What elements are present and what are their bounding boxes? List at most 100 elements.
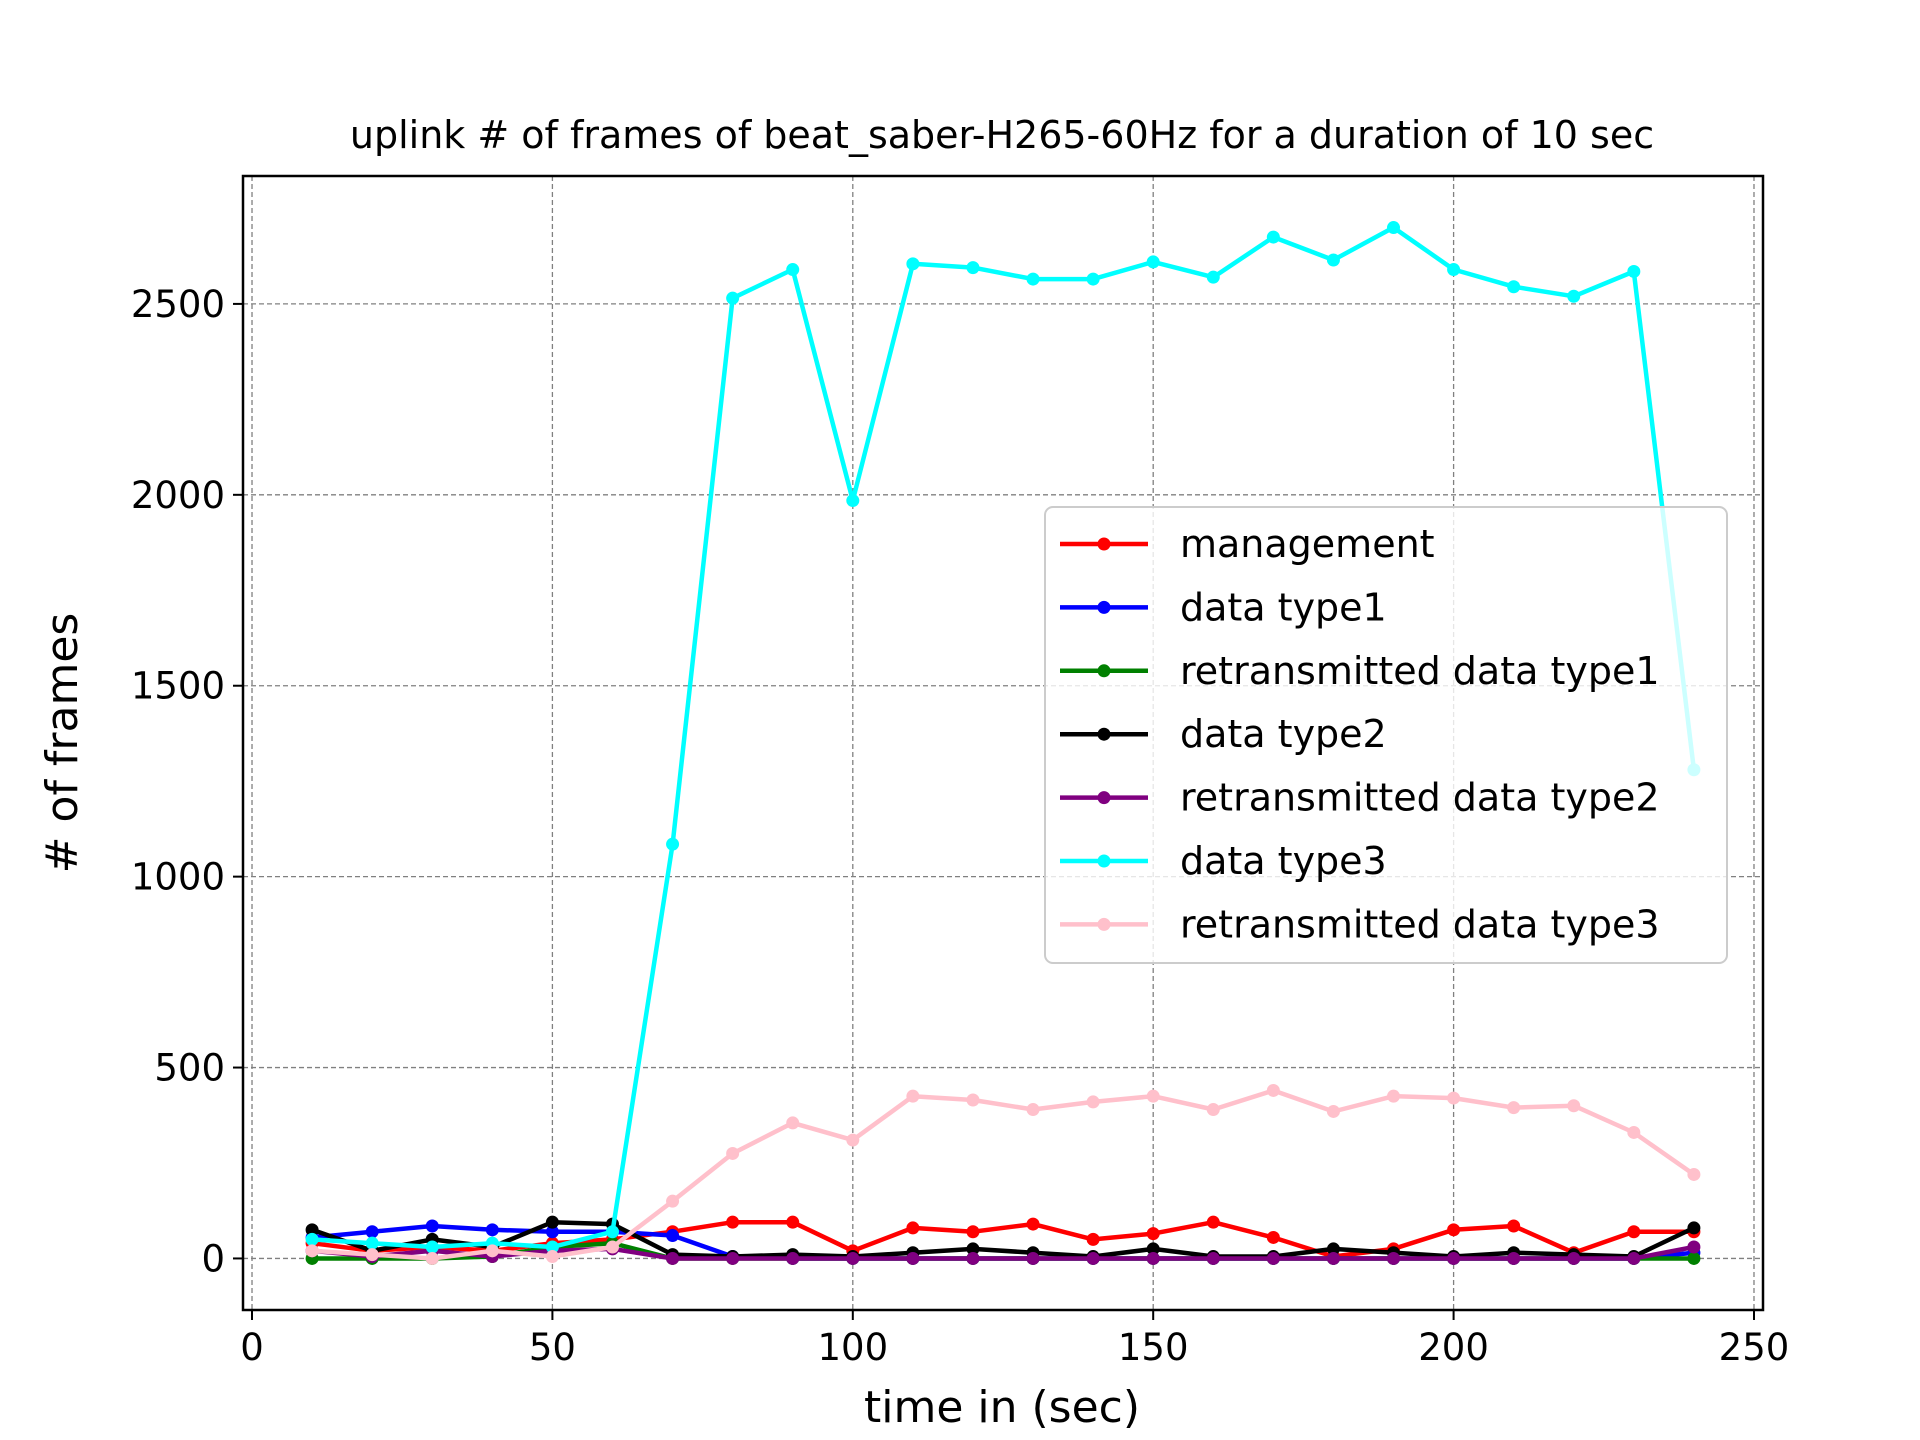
legend-entry: data type3 xyxy=(1060,839,1387,883)
legend-marker xyxy=(1097,537,1111,551)
data-point xyxy=(1567,289,1581,303)
data-point xyxy=(1026,1103,1040,1117)
data-point xyxy=(1447,263,1461,277)
data-point xyxy=(966,261,980,275)
data-point xyxy=(726,291,740,305)
legend-marker xyxy=(1097,600,1111,614)
data-point xyxy=(1086,1095,1100,1109)
data-point xyxy=(1146,1089,1160,1103)
legend-entry: management xyxy=(1060,522,1435,566)
legend-entry: data type1 xyxy=(1060,585,1387,629)
data-point xyxy=(1146,1251,1160,1265)
legend-label: data type2 xyxy=(1180,712,1387,756)
legend-items: management data type1 retransmitted data t… xyxy=(1060,522,1660,946)
data-point xyxy=(545,1225,559,1239)
legend-marker xyxy=(1097,664,1111,678)
data-point xyxy=(666,1229,680,1243)
series-line xyxy=(311,225,1697,1250)
data-point xyxy=(846,1133,860,1147)
data-point xyxy=(1507,1101,1521,1115)
data-point xyxy=(1387,221,1401,235)
data-point xyxy=(305,1244,319,1258)
y-tick-label: 0 xyxy=(201,1237,225,1280)
x-tick-label: 150 xyxy=(1118,1326,1189,1369)
data-point xyxy=(1447,1223,1461,1237)
data-point xyxy=(1026,1217,1040,1231)
y-tick-label: 2500 xyxy=(131,283,225,326)
x-tick-label: 200 xyxy=(1418,1326,1489,1369)
data-point xyxy=(1266,230,1280,244)
data-point xyxy=(726,1146,740,1160)
legend-label: retransmitted data type1 xyxy=(1180,649,1660,693)
data-point xyxy=(1146,255,1160,269)
data-point xyxy=(786,1215,800,1229)
legend: management data type1 retransmitted data t… xyxy=(1044,506,1728,964)
legend-marker xyxy=(1097,917,1111,931)
x-tick-label: 50 xyxy=(529,1326,576,1369)
data-point xyxy=(545,1240,559,1254)
data-point xyxy=(1326,1104,1340,1118)
x-axis-ticks: 0 50 100 150 200 250 xyxy=(240,1310,1789,1369)
legend-label: data type3 xyxy=(1180,839,1387,883)
data-point xyxy=(545,1250,559,1264)
x-tick-label: 0 xyxy=(240,1326,264,1369)
data-point xyxy=(485,1244,499,1258)
legend-marker xyxy=(1097,791,1111,805)
legend-entry: data type2 xyxy=(1060,712,1387,756)
series-data-type3 xyxy=(305,221,1701,1254)
data-point xyxy=(906,1221,920,1235)
data-point xyxy=(1447,1091,1461,1105)
data-point xyxy=(1326,253,1340,267)
data-point xyxy=(1447,1251,1461,1265)
data-point xyxy=(1627,1125,1641,1139)
data-point xyxy=(1086,1251,1100,1265)
data-point xyxy=(1206,270,1220,284)
x-axis-title: time in (sec) xyxy=(864,1382,1140,1433)
data-point xyxy=(1326,1242,1340,1256)
legend-entry: retransmitted data type1 xyxy=(1060,649,1660,693)
data-point xyxy=(846,494,860,508)
data-point xyxy=(305,1223,319,1237)
data-point xyxy=(1567,1251,1581,1265)
legend-marker xyxy=(1097,854,1111,868)
data-point xyxy=(966,1225,980,1239)
data-point xyxy=(1146,1227,1160,1241)
data-point xyxy=(425,1219,439,1233)
legend-label: retransmitted data type2 xyxy=(1180,776,1660,820)
data-point xyxy=(1387,1251,1401,1265)
data-point xyxy=(1687,1167,1701,1181)
legend-label: management xyxy=(1180,522,1435,566)
data-point xyxy=(1627,1251,1641,1265)
data-point xyxy=(1266,1083,1280,1097)
data-point xyxy=(365,1236,379,1250)
data-point xyxy=(786,263,800,277)
x-tick-label: 100 xyxy=(817,1326,888,1369)
data-point xyxy=(666,1251,680,1265)
y-tick-label: 1500 xyxy=(131,665,225,708)
legend-entry: retransmitted data type3 xyxy=(1060,902,1660,946)
series-retransmitted-data-type3 xyxy=(305,1083,1701,1265)
data-point xyxy=(966,1251,980,1265)
y-tick-label: 1000 xyxy=(131,856,225,899)
data-point xyxy=(545,1215,559,1229)
data-point xyxy=(906,257,920,271)
y-tick-label: 500 xyxy=(154,1047,225,1090)
data-point xyxy=(365,1248,379,1262)
data-point xyxy=(1206,1215,1220,1229)
legend-entry: retransmitted data type2 xyxy=(1060,776,1660,820)
data-point xyxy=(966,1242,980,1256)
data-point xyxy=(1627,264,1641,278)
data-point xyxy=(786,1251,800,1265)
series-line xyxy=(311,1219,1695,1259)
chart-title: uplink # of frames of beat_saber-H265-60… xyxy=(350,113,1654,157)
data-point xyxy=(485,1223,499,1237)
data-point xyxy=(1687,1221,1701,1235)
legend-label: data type1 xyxy=(1180,585,1387,629)
y-axis-title: # of frames xyxy=(37,613,88,874)
data-point xyxy=(1507,1251,1521,1265)
data-point xyxy=(1026,1251,1040,1265)
data-point xyxy=(1026,272,1040,286)
y-tick-label: 2000 xyxy=(131,474,225,517)
data-point xyxy=(1206,1103,1220,1117)
